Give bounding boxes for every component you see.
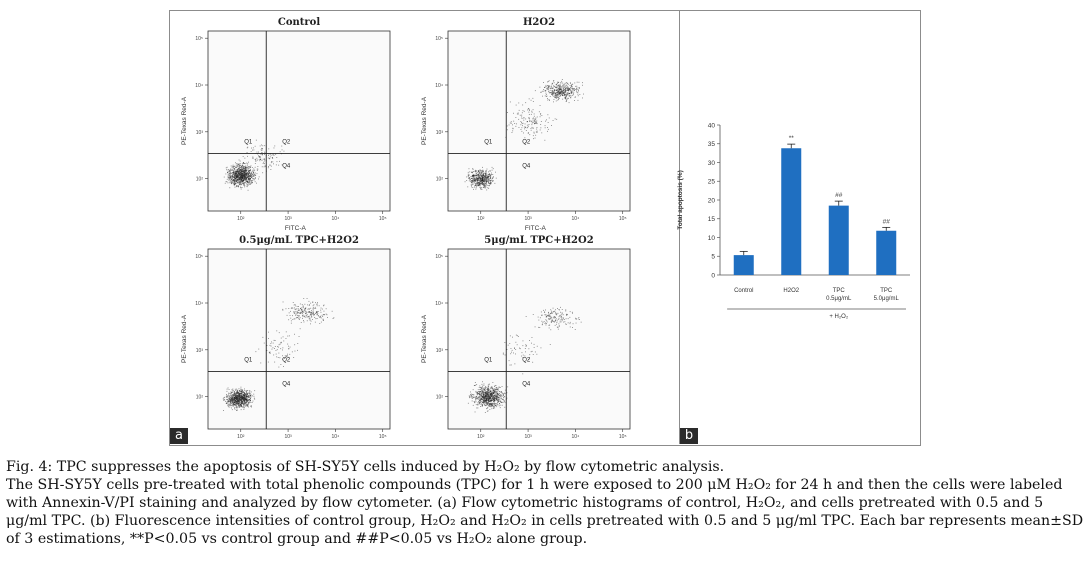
quadrant-label: Q2 (282, 357, 291, 363)
y-tick-label: 35 (708, 141, 716, 148)
x-tick-label: 10⁴ (332, 434, 340, 440)
quadrant-label: Q1 (484, 139, 493, 145)
bar (781, 148, 802, 275)
category-label: TPC (880, 288, 893, 294)
y-tick-label: 10³ (196, 130, 204, 136)
plot-title: H2O2 (523, 17, 555, 28)
flow-plot: Q1 Q2 Q4 H2O2 10² 10³ 10⁴ 10⁵ 10² 10³ 10⁴ 10⁵ FITC-A… (421, 17, 631, 232)
significance-mark: ## (835, 192, 843, 199)
flow-plot: Q1 Q2 Q4 0.5μg/mL TPC+H2O2 10² 10³ 10⁴ 10⁵ 10² 10… (181, 235, 391, 440)
flow-plot-frame (447, 248, 631, 430)
y-axis-title: Total apoptosis (%) (677, 170, 684, 229)
quadrant-label: Q1 (244, 139, 253, 145)
y-axis-title: PE-Texas Red-A (181, 314, 188, 363)
quadrant-label: Q4 (282, 163, 291, 169)
y-tick-label: 10² (436, 177, 444, 183)
y-tick-label: 15 (708, 216, 716, 223)
y-tick-label: 10² (436, 395, 444, 401)
event-dots (467, 306, 582, 413)
x-tick-label: 10⁵ (619, 216, 627, 222)
y-tick-label: 10⁵ (435, 36, 443, 42)
y-tick-label: 10⁴ (435, 83, 443, 89)
x-tick-label: 10³ (284, 216, 292, 222)
significance-mark: ## (883, 218, 891, 225)
flow-plot: Q1 Q2 Q4 5μg/mL TPC+H2O2 10² 10³ 10⁴ 10⁵ 10² 10³ 1… (421, 235, 631, 440)
category-label: Control (734, 288, 753, 294)
x-tick-label: 10³ (284, 434, 292, 440)
group-label: + H₂O₂ (829, 314, 849, 320)
bar (733, 255, 754, 275)
event-dots (223, 139, 285, 191)
flow-cytometry-panel: Q1 Q2 Q4 Control 10² 10³ 10⁴ 10⁵ 10² 10³ 10⁴ 10⁵ FIT… (181, 17, 631, 440)
quadrant-label: Q2 (282, 139, 291, 145)
figure-caption: Fig. 4: TPC suppresses the apoptosis of … (6, 458, 1088, 548)
y-tick-label: 25 (708, 179, 716, 186)
quadrant-label: Q4 (522, 381, 531, 387)
bar (828, 205, 849, 275)
quadrant-label: Q4 (282, 381, 291, 387)
y-axis-title: PE-Texas Red-A (421, 314, 428, 363)
x-tick-label: 10⁵ (379, 434, 387, 440)
x-tick-label: 10³ (524, 434, 532, 440)
category-label: 0.5μg/mL (826, 296, 852, 302)
y-tick-label: 10⁵ (195, 36, 203, 42)
category-label: TPC (833, 288, 846, 294)
x-tick-label: 10⁵ (379, 216, 387, 222)
plot-title: Control (278, 17, 320, 28)
y-tick-label: 10² (196, 395, 204, 401)
y-tick-label: 10³ (436, 130, 444, 136)
x-tick-label: 10² (477, 216, 485, 222)
y-tick-label: 10⁴ (435, 301, 443, 307)
x-tick-label: 10⁴ (572, 216, 580, 222)
y-tick-label: 30 (708, 160, 716, 167)
y-tick-label: 10⁵ (195, 254, 203, 260)
category-label: H2O2 (783, 288, 799, 294)
panel-a-tag: a (170, 428, 188, 444)
x-tick-label: 10⁴ (572, 434, 580, 440)
panel-b-tag: b (680, 428, 698, 444)
panel-b-divider (679, 10, 920, 444)
y-tick-label: 20 (708, 197, 716, 204)
caption-title: Fig. 4: TPC suppresses the apoptosis of … (6, 459, 725, 475)
bar (876, 230, 897, 275)
apoptosis-bar-chart: 0 5 10 15 20 25 30 35 40 Total apoptosis (%) Contr… (677, 122, 910, 320)
y-tick-label: 10⁵ (435, 254, 443, 260)
plot-title: 5μg/mL TPC+H2O2 (484, 235, 593, 246)
x-tick-label: 10⁵ (619, 434, 627, 440)
y-tick-label: 10² (196, 177, 204, 183)
quadrant-label: Q1 (244, 357, 253, 363)
y-tick-label: 0 (711, 272, 715, 279)
x-tick-label: 10² (477, 434, 485, 440)
y-tick-label: 10⁴ (195, 301, 203, 307)
quadrant-label: Q2 (522, 357, 531, 363)
x-axis-title: FITC-A (285, 225, 307, 232)
x-tick-label: 10⁴ (332, 216, 340, 222)
event-dots (464, 79, 584, 191)
quadrant-label: Q4 (522, 163, 531, 169)
quadrant-label: Q1 (484, 357, 493, 363)
y-tick-label: 10⁴ (195, 83, 203, 89)
quadrant-label: Q2 (522, 139, 531, 145)
y-tick-label: 10³ (436, 348, 444, 354)
x-axis-title: FITC-A (525, 225, 547, 232)
caption-body: The SH-SY5Y cells pre-treated with total… (6, 477, 1084, 547)
y-tick-label: 5 (711, 254, 715, 261)
y-axis-title: PE-Texas Red-A (181, 96, 188, 145)
y-axis-title: PE-Texas Red-A (421, 96, 428, 145)
x-tick-label: 10³ (524, 216, 532, 222)
plot-title: 0.5μg/mL TPC+H2O2 (239, 235, 359, 246)
y-tick-label: 10³ (196, 348, 204, 354)
x-tick-label: 10² (237, 434, 245, 440)
flow-plot: Q1 Q2 Q4 Control 10² 10³ 10⁴ 10⁵ 10² 10³ 10⁴ 10⁵ FIT… (181, 17, 391, 232)
significance-mark: ** (789, 135, 795, 142)
category-label: 5.0μg/mL (874, 296, 900, 302)
y-tick-label: 40 (708, 122, 716, 129)
x-tick-label: 10² (237, 216, 245, 222)
y-tick-label: 10 (708, 235, 716, 242)
event-dots (222, 298, 335, 411)
